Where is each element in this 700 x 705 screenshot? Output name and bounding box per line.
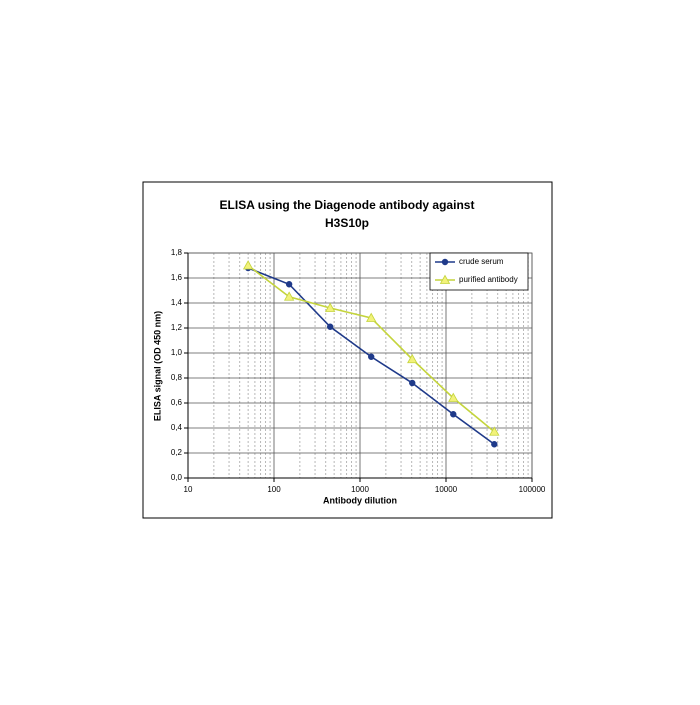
legend-label: purified antibody bbox=[459, 275, 518, 284]
y-tick-label: 0,2 bbox=[171, 448, 183, 457]
x-tick-label: 100000 bbox=[519, 485, 546, 494]
y-tick-label: 0,8 bbox=[171, 373, 183, 382]
point bbox=[491, 441, 498, 448]
y-tick-label: 0,4 bbox=[171, 423, 183, 432]
y-tick-label: 1,2 bbox=[171, 323, 183, 332]
point bbox=[283, 291, 295, 301]
y-tick-label: 1,8 bbox=[171, 248, 183, 257]
legend-label: crude serum bbox=[459, 257, 504, 266]
legend-marker bbox=[439, 274, 451, 284]
x-tick-label: 1000 bbox=[351, 485, 369, 494]
point bbox=[368, 353, 375, 360]
point bbox=[409, 379, 416, 387]
chart-title: H3S10p bbox=[325, 216, 369, 230]
point bbox=[285, 281, 293, 288]
y-axis-label: ELISA signal (OD 450 nm) bbox=[152, 311, 162, 421]
x-axis-label: Antibody dilution bbox=[323, 495, 397, 505]
x-tick-label: 10000 bbox=[435, 485, 458, 494]
x-tick-label: 10 bbox=[184, 485, 193, 494]
point bbox=[366, 312, 377, 322]
y-tick-label: 1,6 bbox=[171, 273, 183, 282]
legend-marker bbox=[441, 258, 449, 266]
y-tick-label: 0,0 bbox=[171, 473, 183, 482]
y-tick-label: 1,4 bbox=[171, 298, 183, 307]
point bbox=[407, 353, 418, 364]
y-tick-label: 1,0 bbox=[171, 348, 183, 357]
point bbox=[489, 426, 500, 436]
point bbox=[448, 392, 459, 402]
point bbox=[450, 411, 457, 418]
point bbox=[242, 260, 254, 270]
chart-title: ELISA using the Diagenode antibody again… bbox=[220, 198, 475, 212]
point bbox=[326, 323, 334, 330]
point bbox=[324, 302, 336, 312]
y-tick-label: 0,6 bbox=[171, 398, 183, 407]
x-tick-label: 100 bbox=[267, 485, 281, 494]
legend: crude serum purified antibody bbox=[429, 252, 529, 291]
